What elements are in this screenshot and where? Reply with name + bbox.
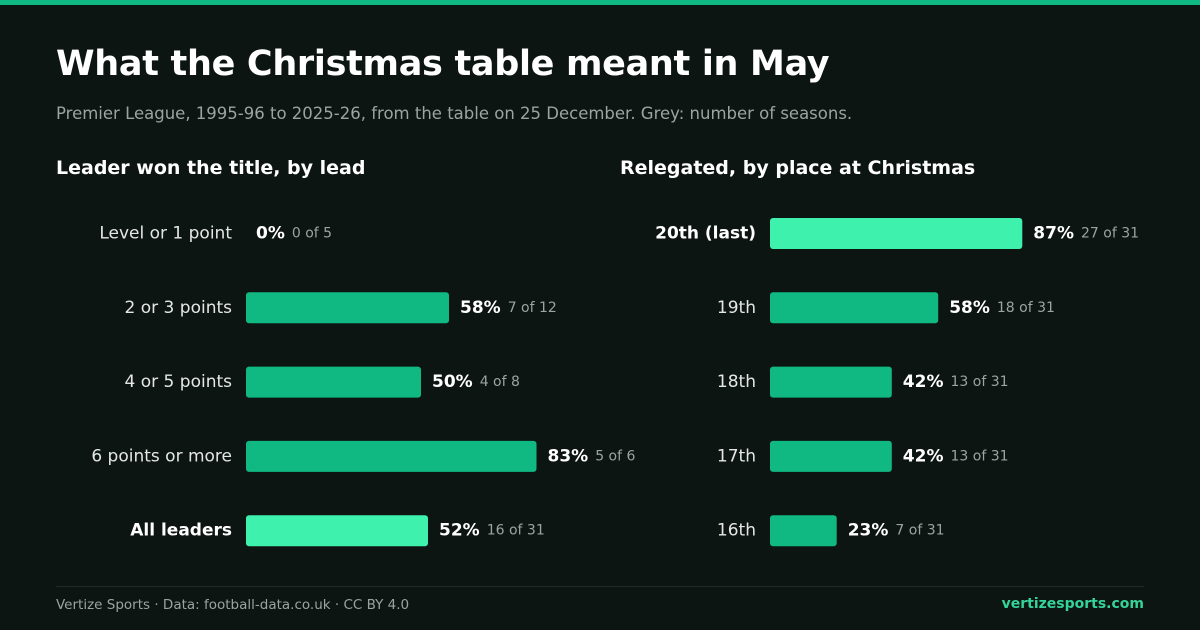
value-label: 52% 16 of 31 [439, 521, 545, 541]
relegation-by-place-chart: 20th (last) 87% 27 of 31 19th 58% 18 of 31 18t… [655, 218, 1139, 547]
bar [770, 440, 892, 472]
bar [770, 366, 892, 398]
category-label: 6 points or more [91, 446, 232, 466]
lead-row: All leaders 52% 16 of 31 [130, 515, 545, 547]
category-label: 16th [717, 521, 756, 541]
bar [246, 366, 421, 398]
lead-row: 6 points or more 83% 5 of 6 [91, 440, 636, 472]
place-row: 16th 23% 7 of 31 [717, 515, 945, 547]
value-label: 83% 5 of 6 [548, 446, 636, 466]
bar [246, 440, 537, 472]
right-panel-title: Relegated, by place at Christmas [620, 157, 976, 179]
left-panel-title: Leader won the title, by lead [56, 157, 366, 179]
count-label: 18 of 31 [997, 300, 1055, 316]
count-label: 7 of 12 [508, 300, 557, 316]
place-row: 17th 42% 13 of 31 [717, 440, 1009, 472]
bar [246, 515, 428, 547]
footer-source: Vertize Sports · Data: football-data.co.… [56, 597, 410, 613]
count-label: 7 of 31 [895, 523, 944, 539]
count-label: 5 of 6 [595, 448, 635, 464]
lead-row: 4 or 5 points 50% 4 of 8 [125, 366, 520, 398]
count-label: 16 of 31 [487, 523, 545, 539]
lead-row: Level or 1 point 0% 0 of 5 [99, 224, 332, 244]
footer-divider [56, 586, 1144, 587]
value-label: 50% 4 of 8 [432, 372, 520, 392]
value-label: 58% 18 of 31 [949, 298, 1055, 318]
bar [770, 218, 1023, 249]
value-label: 58% 7 of 12 [460, 298, 557, 318]
count-label: 0 of 5 [292, 226, 332, 242]
category-label: 20th (last) [655, 224, 756, 244]
count-label: 13 of 31 [951, 448, 1009, 464]
place-row: 18th 42% 13 of 31 [717, 366, 1009, 398]
top-accent-bar [0, 0, 1200, 5]
value-label: 87% 27 of 31 [1033, 224, 1139, 244]
bar [770, 515, 837, 547]
title-by-lead-chart: Level or 1 point 0% 0 of 5 2 or 3 points 58%… [91, 224, 636, 547]
count-label: 27 of 31 [1081, 226, 1139, 242]
page-title: What the Christmas table meant in May [56, 44, 830, 84]
category-label: 4 or 5 points [125, 372, 233, 392]
value-label: 0% 0 of 5 [256, 224, 332, 244]
category-label: All leaders [130, 521, 232, 541]
page-subtitle: Premier League, 1995-96 to 2025-26, from… [56, 104, 853, 123]
count-label: 4 of 8 [480, 374, 520, 390]
bar [246, 292, 449, 324]
footer-brand-link[interactable]: vertizesports.com [1001, 596, 1144, 612]
place-row: 20th (last) 87% 27 of 31 [655, 218, 1139, 249]
bar [770, 292, 939, 324]
value-label: 42% 13 of 31 [903, 372, 1009, 392]
category-label: 2 or 3 points [125, 298, 233, 318]
place-row: 19th 58% 18 of 31 [717, 292, 1055, 324]
category-label: 17th [717, 446, 756, 466]
category-label: Level or 1 point [99, 224, 232, 244]
lead-row: 2 or 3 points 58% 7 of 12 [125, 292, 557, 324]
value-label: 23% 7 of 31 [848, 521, 945, 541]
count-label: 13 of 31 [951, 374, 1009, 390]
category-label: 18th [717, 372, 756, 392]
value-label: 42% 13 of 31 [903, 446, 1009, 466]
category-label: 19th [717, 298, 756, 318]
